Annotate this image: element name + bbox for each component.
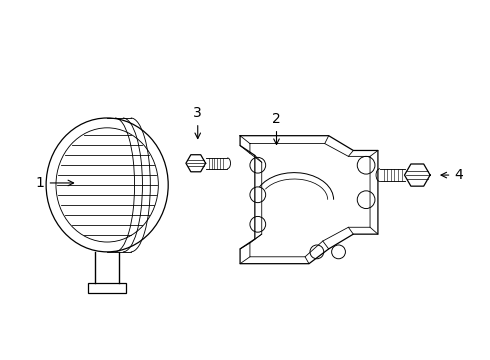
Text: 2: 2: [272, 112, 281, 144]
Text: 4: 4: [441, 168, 463, 182]
Text: 1: 1: [36, 176, 74, 190]
Bar: [89, 283, 126, 293]
Text: 3: 3: [194, 106, 202, 139]
